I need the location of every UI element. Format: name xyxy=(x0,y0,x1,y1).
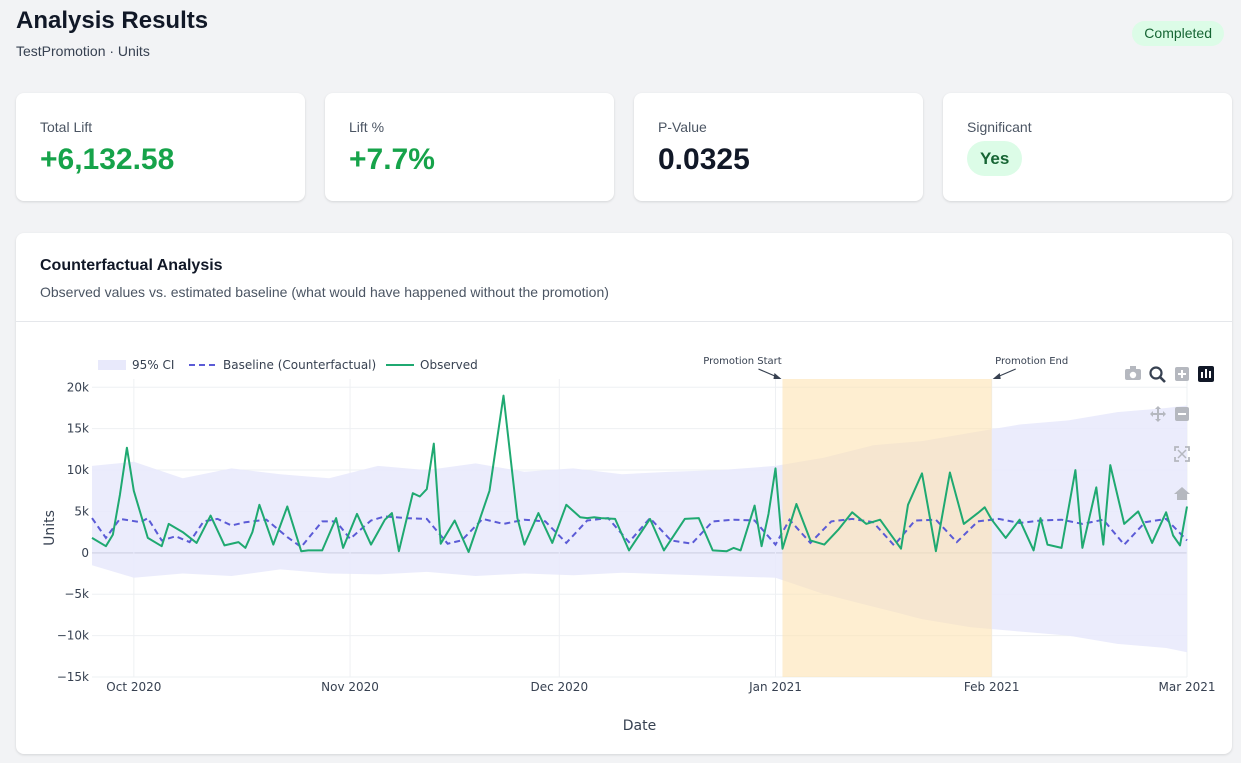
metric-value: +6,132.58 xyxy=(40,143,175,176)
promotion-end-arrowhead xyxy=(992,373,1001,379)
x-tick-label: Dec 2020 xyxy=(531,680,589,694)
promotion-start-arrowhead xyxy=(773,373,782,379)
metric-card-significant: Significant Yes xyxy=(943,93,1232,201)
chart-divider xyxy=(16,321,1232,322)
metric-card-lift-percent: Lift % +7.7% xyxy=(325,93,614,201)
status-badge: Completed xyxy=(1132,21,1224,46)
zoom-out-icon[interactable] xyxy=(1175,407,1189,421)
promotion-start-annotation: Promotion Start xyxy=(703,356,782,367)
x-tick-label: Nov 2020 xyxy=(321,680,379,694)
significance-badge: Yes xyxy=(967,141,1023,176)
page-subtitle: TestPromotion · Units xyxy=(16,43,150,59)
metric-value: +7.7% xyxy=(349,143,435,176)
x-tick-label: Oct 2020 xyxy=(106,680,161,694)
legend-label-baseline: Baseline (Counterfactual) xyxy=(223,358,376,372)
y-tick-label: −5k xyxy=(64,587,89,601)
home-icon[interactable] xyxy=(1174,487,1190,500)
y-tick-label: 15k xyxy=(67,422,89,436)
counterfactual-chart[interactable]: 20k 15k 10k 5k 0 −5k −10k −15k Oct 2020 Nov 2020 D… xyxy=(16,233,1232,754)
metric-label: Significant xyxy=(967,119,1032,135)
y-tick-label: −10k xyxy=(57,629,89,643)
counterfactual-chart-card: Counterfactual Analysis Observed values … xyxy=(16,233,1232,754)
pan-icon[interactable] xyxy=(1150,406,1166,422)
metric-card-p-value: P-Value 0.0325 xyxy=(634,93,923,201)
zoom-in-icon[interactable] xyxy=(1175,367,1189,381)
y-tick-label: 0 xyxy=(81,546,89,560)
metric-value: 0.0325 xyxy=(658,143,750,176)
y-tick-label: 5k xyxy=(74,504,89,518)
legend-label-observed: Observed xyxy=(420,358,478,372)
page-title: Analysis Results xyxy=(16,7,209,34)
y-tick-label: −15k xyxy=(57,670,89,684)
x-tick-label: Jan 2021 xyxy=(748,680,802,694)
y-axis-title: Units xyxy=(42,510,58,546)
x-axis-title: Date xyxy=(623,718,656,734)
chart-subtitle: Observed values vs. estimated baseline (… xyxy=(40,284,609,300)
legend-label-ci: 95% CI xyxy=(132,358,174,372)
y-tick-label: 10k xyxy=(67,463,89,477)
bar-chart-icon[interactable] xyxy=(1198,366,1214,382)
metric-label: Lift % xyxy=(349,119,385,135)
y-tick-label: 20k xyxy=(67,380,89,394)
legend-swatch-ci xyxy=(98,360,126,370)
zoom-icon[interactable] xyxy=(1149,366,1166,383)
camera-icon[interactable] xyxy=(1125,366,1141,380)
metric-card-total-lift: Total Lift +6,132.58 xyxy=(16,93,305,201)
x-tick-label: Mar 2021 xyxy=(1159,680,1216,694)
baseline-series-line xyxy=(91,515,1188,549)
metric-label: P-Value xyxy=(658,119,707,135)
metric-label: Total Lift xyxy=(40,119,93,135)
x-tick-label: Feb 2021 xyxy=(964,680,1020,694)
autoscale-icon[interactable] xyxy=(1174,446,1190,462)
promotion-end-annotation: Promotion End xyxy=(995,356,1068,367)
chart-title: Counterfactual Analysis xyxy=(40,257,223,274)
observed-series-line xyxy=(91,394,1188,553)
